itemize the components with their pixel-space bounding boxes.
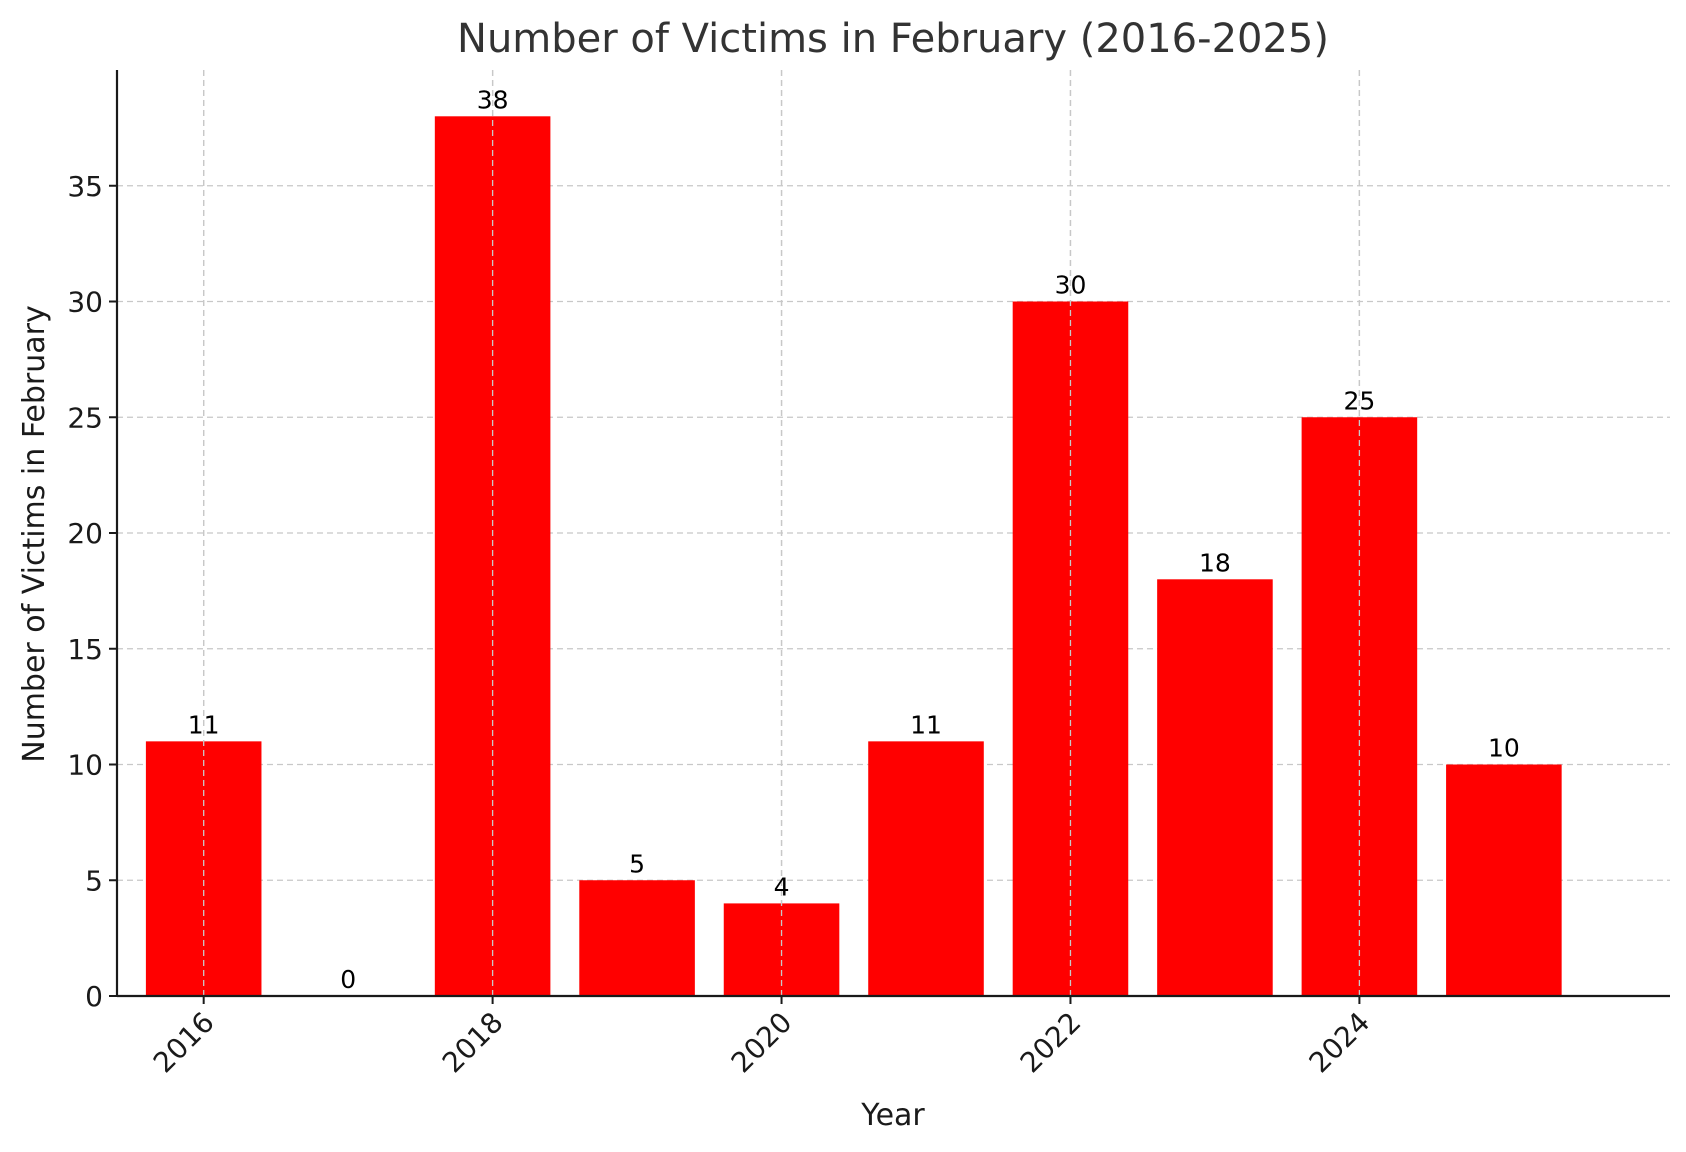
bar-2019 <box>579 880 695 996</box>
y-axis-title: Number of Victims in February <box>17 305 52 763</box>
data-label-2023: 18 <box>1199 548 1231 577</box>
x-tick-label: 2018 <box>436 1006 510 1080</box>
bar-2016 <box>145 741 262 996</box>
y-tick-label: 25 <box>67 401 103 434</box>
x-tick-label: 2022 <box>1014 1006 1088 1080</box>
bars <box>145 70 1562 997</box>
bar-2025 <box>1446 764 1562 996</box>
y-tick-label: 10 <box>67 749 103 782</box>
y-tick-label: 20 <box>67 517 103 550</box>
data-label-2017: 0 <box>340 965 356 994</box>
data-label-2018: 38 <box>477 85 509 114</box>
data-label-2016: 11 <box>188 710 220 739</box>
x-tick-label: 2024 <box>1303 1006 1377 1080</box>
y-tick-label: 30 <box>67 286 103 319</box>
bar-2021 <box>868 741 984 996</box>
x-tick-label: 2020 <box>725 1006 799 1080</box>
y-tick-label: 15 <box>67 633 103 666</box>
chart-title: Number of Victims in February (2016-2025… <box>457 16 1329 62</box>
y-tick-label: 0 <box>85 980 103 1013</box>
bar-2023 <box>1157 579 1273 996</box>
data-label-2024: 25 <box>1343 386 1375 415</box>
data-labels: 11 0 38 5 4 11 30 18 25 10 <box>188 85 1520 994</box>
data-label-2020: 4 <box>774 872 790 901</box>
x-axis-title: Year <box>860 1098 925 1133</box>
data-label-2025: 10 <box>1488 734 1520 763</box>
data-label-2019: 5 <box>629 849 645 878</box>
x-tick-label: 2016 <box>147 1006 221 1080</box>
y-tick-label: 5 <box>85 864 103 897</box>
y-tick-label: 35 <box>67 170 103 203</box>
data-label-2021: 11 <box>910 710 942 739</box>
data-label-2022: 30 <box>1055 271 1087 300</box>
